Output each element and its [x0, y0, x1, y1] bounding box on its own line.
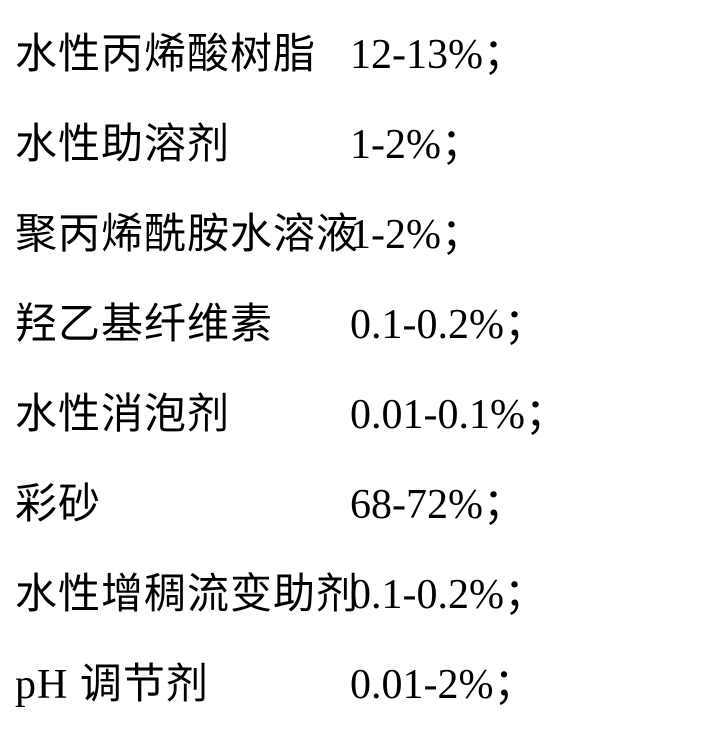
table-row: 水性助溶剂 1-2%； [15, 110, 710, 200]
percentage-value: 1-2%； [350, 200, 483, 261]
table-row: 水性消泡剂 0.01-0.1%； [15, 380, 710, 470]
ingredient-label: 水性助溶剂 [15, 110, 350, 171]
percentage-value: 0.01-0.1%； [350, 380, 567, 441]
percentage-value: 1-2%； [350, 110, 483, 171]
table-row: 聚丙烯酰胺水溶液 1-2%； [15, 200, 710, 290]
percentage-value: 12-13%； [350, 20, 525, 81]
ph-prefix: pH [15, 662, 80, 708]
table-row: 彩砂 68-72%； [15, 470, 710, 560]
ingredient-label: 彩砂 [15, 470, 350, 531]
percentage-value: 68-72%； [350, 470, 525, 531]
ph-suffix: 调节剂 [80, 662, 209, 708]
ingredient-label: 羟乙基纤维素 [15, 290, 350, 351]
table-row: 水性增稠流变助剂 0.1-0.2%； [15, 560, 710, 650]
table-row: 水性丙烯酸树脂 12-13%； [15, 20, 710, 110]
percentage-value: 0.1-0.2%； [350, 290, 546, 351]
table-row: 羟乙基纤维素 0.1-0.2%； [15, 290, 710, 380]
percentage-value: 0.1-0.2%； [350, 560, 546, 621]
ingredient-label: 水性增稠流变助剂 [15, 560, 350, 621]
composition-table: 水性丙烯酸树脂 12-13%； 水性助溶剂 1-2%； 聚丙烯酰胺水溶液 1-2… [0, 0, 710, 743]
ingredient-label: 水性丙烯酸树脂 [15, 20, 350, 81]
percentage-value: 0.01-2%； [350, 650, 535, 711]
ingredient-label: 水性消泡剂 [15, 380, 350, 441]
table-row: pH 调节剂 0.01-2%； [15, 650, 710, 740]
ingredient-label: pH 调节剂 [15, 650, 350, 711]
ingredient-label: 聚丙烯酰胺水溶液 [15, 200, 350, 261]
